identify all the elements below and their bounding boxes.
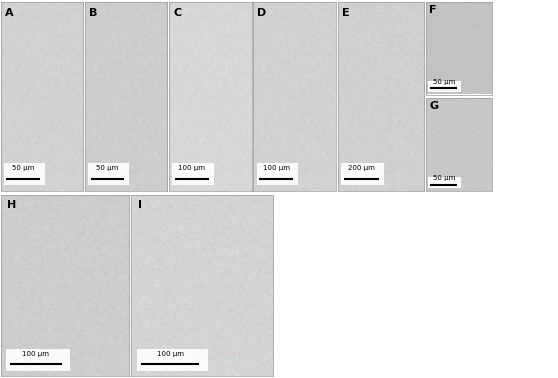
- Text: B: B: [89, 8, 97, 17]
- Text: 200 μm: 200 μm: [348, 165, 375, 171]
- Text: 100 μm: 100 μm: [22, 351, 49, 357]
- Text: 100 μm: 100 μm: [179, 165, 205, 171]
- Bar: [6, 349, 70, 371]
- Text: 50 μm: 50 μm: [97, 165, 119, 171]
- Text: I: I: [138, 200, 142, 210]
- Text: G: G: [429, 101, 438, 111]
- Bar: [429, 177, 461, 188]
- Text: C: C: [173, 8, 181, 17]
- Text: 50 μm: 50 μm: [432, 79, 455, 85]
- Text: 50 μm: 50 μm: [432, 175, 455, 181]
- Text: H: H: [7, 200, 16, 210]
- Text: 100 μm: 100 μm: [263, 165, 290, 171]
- Bar: [4, 163, 45, 185]
- Bar: [88, 163, 129, 185]
- Text: F: F: [429, 5, 436, 15]
- Text: 50 μm: 50 μm: [12, 165, 35, 171]
- Text: 100 μm: 100 μm: [157, 351, 184, 357]
- Text: D: D: [257, 8, 267, 17]
- Bar: [341, 163, 384, 185]
- Bar: [257, 163, 298, 185]
- Text: A: A: [4, 8, 13, 17]
- Bar: [137, 349, 208, 371]
- Bar: [172, 163, 214, 185]
- Bar: [429, 81, 461, 92]
- Text: E: E: [342, 8, 349, 17]
